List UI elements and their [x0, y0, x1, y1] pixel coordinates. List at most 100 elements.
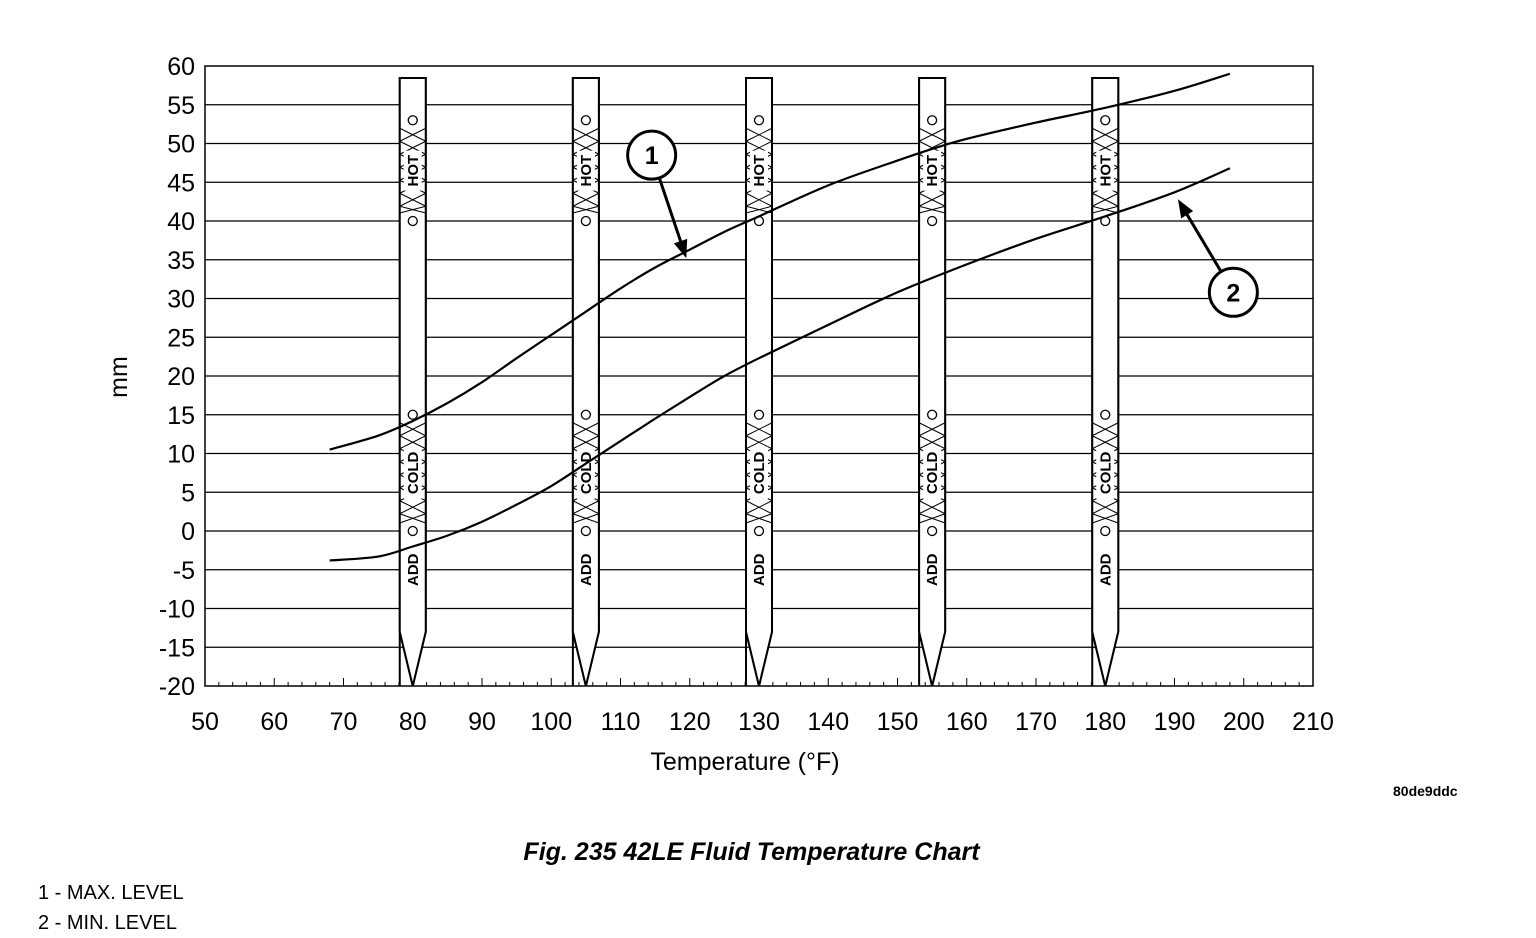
x-tick-label: 70: [330, 708, 358, 736]
callout-arrowhead: [1177, 199, 1194, 219]
callout-leader: [657, 177, 684, 246]
dipstick-cold-top-mark: [753, 409, 765, 420]
dipstick-add-label: ADD: [1097, 553, 1114, 586]
dipsticks: HOT COLD ADD HOT COLD ADD HOT COLD ADD HOT COLD ADD…: [398, 77, 1120, 687]
x-tick-label: 60: [260, 708, 288, 736]
x-tick-label: 120: [669, 708, 711, 736]
dipstick-cold-top-mark: [1100, 409, 1111, 420]
dipstick-hot-label: HOT: [924, 155, 941, 187]
y-tick-label: -15: [159, 634, 195, 662]
x-tick-label: 190: [1154, 708, 1196, 736]
dipstick-outline: [571, 77, 600, 687]
dipstick-cold-bottom-mark: [580, 525, 592, 537]
callout-circle: [1207, 266, 1259, 318]
dipstick-cold-label: COLD: [751, 451, 768, 494]
series-line-2: [329, 167, 1231, 562]
dipstick: HOT COLD ADD: [1091, 77, 1120, 687]
x-tick-label: 200: [1223, 708, 1265, 736]
y-tick-label: 50: [167, 131, 195, 159]
dipstick-outline: [398, 77, 427, 687]
dipstick-hot-label: HOT: [1097, 155, 1114, 187]
dipstick-cold-label-bg: [1096, 446, 1115, 499]
dipstick-hot-label-bg: [1096, 150, 1115, 191]
dipstick-cold-label: COLD: [924, 451, 941, 494]
dipstick-hot-top-mark: [1100, 115, 1111, 126]
tick-marks: [204, 678, 1314, 686]
dipstick-hot-bottom-mark: [580, 215, 592, 227]
dipstick-cold-label-bg: [403, 446, 422, 499]
series-line-1: [329, 72, 1231, 451]
y-tick-label: 15: [167, 402, 195, 430]
y-tick-label: 25: [167, 324, 195, 352]
x-tick-label: 180: [1084, 708, 1126, 736]
series-lines: [329, 72, 1231, 562]
x-axis-label: Temperature (°F): [650, 748, 839, 776]
y-tick-label: -10: [159, 596, 195, 624]
dipstick-hot-label: HOT: [405, 155, 422, 187]
y-tick-label: 35: [167, 247, 195, 275]
x-tick-label: 100: [530, 708, 572, 736]
y-tick-label: 45: [167, 169, 195, 197]
dipstick-hot-label-bg: [750, 150, 768, 191]
dipstick-hot-bottom-mark: [926, 215, 938, 227]
dipstick-add-label: ADD: [578, 553, 595, 586]
callout-number: 2: [1226, 279, 1240, 307]
dipstick-hot-top-mark: [926, 115, 938, 126]
y-tick-label: 55: [167, 92, 195, 120]
dipstick: HOT COLD ADD: [918, 77, 947, 687]
dipstick-outline: [918, 77, 947, 687]
dipstick-hot-bottom-mark: [407, 215, 418, 227]
dipstick-add-label: ADD: [924, 553, 941, 586]
x-tick-label: 150: [877, 708, 919, 736]
x-tick-label: 50: [191, 708, 219, 736]
dipstick-add-label: ADD: [405, 553, 422, 586]
legend-item-max: 1 - MAX. LEVEL: [38, 882, 184, 904]
y-tick-label: -5: [173, 557, 195, 585]
dipstick-cold-bottom-mark: [926, 525, 938, 537]
dipstick-cold-label: COLD: [1097, 451, 1114, 494]
callout-2: 2: [1177, 199, 1259, 318]
x-tick-label: 140: [807, 708, 849, 736]
dipstick: HOT COLD ADD: [571, 77, 600, 687]
dipstick-cold-bottom-mark: [407, 525, 418, 537]
dipstick-cold-top-mark: [407, 409, 418, 420]
callout-1: 1: [626, 129, 688, 259]
dipstick-cold-label: COLD: [578, 451, 595, 494]
y-tick-label: -20: [159, 673, 195, 701]
dipstick-hot-top-mark: [753, 115, 765, 126]
figure-id: 80de9ddc: [1393, 783, 1458, 799]
dipstick-cold-label-bg: [750, 446, 768, 499]
y-tick-label: 10: [167, 441, 195, 469]
dipstick-cold-bottom-mark: [753, 525, 765, 537]
callout-circle: [626, 129, 678, 181]
y-tick-label: 0: [181, 518, 195, 546]
dipstick: HOT COLD ADD: [398, 77, 427, 687]
y-tick-label: 60: [167, 53, 195, 81]
y-tick-label: 5: [181, 479, 195, 507]
callout-arrowhead: [673, 238, 688, 259]
y-tick-label: 30: [167, 286, 195, 314]
fluid-temperature-chart: HOT COLD ADD HOT COLD ADD HOT COLD ADD HOT COLD ADD…: [105, 53, 1334, 776]
dipstick-outline: [1091, 77, 1120, 687]
dipstick-hot-top-mark: [580, 115, 592, 126]
dipstick-hot-label-bg: [923, 150, 942, 191]
dipstick-cold-label: COLD: [405, 451, 422, 494]
dipstick-cold-top-mark: [580, 409, 592, 420]
dipstick-hot-top-mark: [407, 115, 418, 126]
dipstick-cold-label-bg: [923, 446, 942, 499]
x-tick-label: 90: [468, 708, 496, 736]
y-tick-label: 20: [167, 363, 195, 391]
x-tick-label: 210: [1292, 708, 1334, 736]
callout-leader: [1183, 210, 1223, 273]
dipstick-hot-label: HOT: [578, 155, 595, 187]
y-tick-label: 40: [167, 208, 195, 236]
callout-number: 1: [645, 142, 659, 170]
x-tick-label: 80: [399, 708, 427, 736]
dipstick-cold-top-mark: [926, 409, 938, 420]
callouts: 12: [626, 129, 1259, 318]
x-tick-label: 130: [738, 708, 780, 736]
dipstick-outline: [745, 77, 773, 687]
dipstick-hot-label-bg: [576, 150, 595, 191]
dipstick-hot-label-bg: [403, 150, 422, 191]
